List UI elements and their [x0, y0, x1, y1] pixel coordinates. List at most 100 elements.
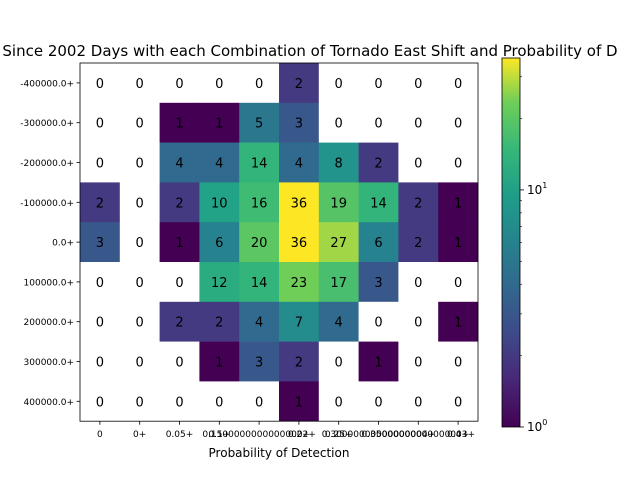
heatmap-cell [239, 341, 280, 382]
x-tick-label: 0 [97, 430, 103, 440]
heatmap-cell [159, 63, 200, 104]
colorbar-gradient [501, 57, 521, 428]
cell-value-label: 2 [414, 196, 422, 211]
y-tick-label: -400000.0+ [20, 79, 74, 89]
y-tick-label: -200000.0+ [20, 159, 74, 169]
heatmap-cell [239, 262, 280, 303]
heatmap-cell [398, 301, 439, 342]
x-tick-label: 0+ [133, 430, 146, 440]
heatmap-cell [358, 142, 399, 183]
cell-value-label: 0 [175, 356, 183, 371]
cell-value-label: 0 [454, 356, 462, 371]
heatmap-cell [80, 262, 121, 303]
heatmap-cell [398, 102, 439, 143]
heatmap-cell [199, 102, 240, 143]
cell-value-label: 0 [96, 77, 104, 92]
cell-value-label: 6 [374, 236, 382, 251]
cell-value-label: 0 [136, 77, 144, 92]
heatmap-cell [318, 182, 359, 223]
heatmap-cell [279, 381, 320, 422]
heatmap-cell [398, 142, 439, 183]
heatmap-cell [279, 301, 320, 342]
cell-value-label: 1 [454, 196, 462, 211]
heatmap-cell [80, 182, 121, 223]
y-tick-label: -300000.0+ [20, 119, 74, 129]
heatmap-cell [119, 182, 160, 223]
heatmap-cell [438, 301, 479, 342]
cell-value-label: 0 [374, 395, 382, 410]
heatmap-cell [438, 381, 479, 422]
cell-value-label: 2 [414, 236, 422, 251]
cell-value-label: 0 [255, 395, 263, 410]
cell-value-label: 2 [175, 316, 183, 331]
cell-value-label: 10 [211, 196, 228, 211]
heatmap-cell [80, 222, 121, 263]
cell-value-label: 27 [330, 236, 347, 251]
y-tick-label: 200000.0+ [24, 318, 74, 328]
heatmap-cell [119, 222, 160, 263]
cell-value-label: 2 [295, 356, 303, 371]
heatmap-cell [318, 262, 359, 303]
cell-value-label: 1 [175, 117, 183, 132]
heatmap-cell [239, 381, 280, 422]
heatmap-cell [438, 63, 479, 104]
cell-value-label: 2 [374, 157, 382, 172]
heatmap-cell [80, 341, 121, 382]
y-tick-label: -100000.0+ [20, 199, 74, 209]
cell-value-label: 0 [335, 117, 343, 132]
cell-value-label: 0 [96, 395, 104, 410]
cell-value-label: 0 [96, 157, 104, 172]
cell-value-label: 0 [215, 395, 223, 410]
heatmap-cell [358, 301, 399, 342]
x-tick-label: 0.05+ [166, 430, 194, 440]
cell-value-label: 0 [136, 196, 144, 211]
cell-value-label: 0 [454, 395, 462, 410]
heatmap-cell [438, 222, 479, 263]
cell-value-label: 1 [374, 356, 382, 371]
heatmap-cell [318, 301, 359, 342]
heatmap-cell [199, 142, 240, 183]
heatmap-cell [159, 262, 200, 303]
heatmap-cell [318, 102, 359, 143]
heatmap-cell [438, 102, 479, 143]
heatmap-cell [119, 63, 160, 104]
cell-value-label: 1 [175, 236, 183, 251]
cell-value-label: 0 [335, 395, 343, 410]
heatmap-cell [199, 341, 240, 382]
heatmap-cell [279, 262, 320, 303]
heatmap-cell [199, 222, 240, 263]
heatmap-cell [119, 341, 160, 382]
heatmap-cell [279, 182, 320, 223]
x-tick-label: 0.35000000000000003+ [362, 430, 475, 440]
heatmap-cell [438, 182, 479, 223]
heatmap-cell [239, 301, 280, 342]
cell-value-label: 2 [96, 196, 104, 211]
cell-value-label: 12 [211, 276, 228, 291]
heatmap-cell [279, 63, 320, 104]
heatmap-cell [199, 381, 240, 422]
cell-value-label: 3 [96, 236, 104, 251]
heatmap-cell [318, 381, 359, 422]
heatmap-cell [80, 301, 121, 342]
cell-value-label: 0 [136, 356, 144, 371]
y-tick-label: 400000.0+ [24, 398, 74, 408]
heatmap-cell [318, 341, 359, 382]
heatmap-cell [80, 381, 121, 422]
chart-title: Since 2002 Days with each Combination of… [2, 42, 617, 60]
cell-value-label: 0 [136, 117, 144, 132]
cell-value-label: 4 [335, 316, 343, 331]
x-tick-label: 0.2+ [288, 430, 310, 440]
cell-value-label: 16 [251, 196, 268, 211]
cell-value-label: 4 [175, 157, 183, 172]
cell-value-label: 0 [454, 157, 462, 172]
heatmap-cell [318, 63, 359, 104]
cell-value-label: 0 [175, 77, 183, 92]
cell-value-label: 0 [255, 77, 263, 92]
cell-value-label: 0 [335, 356, 343, 371]
cell-value-label: 3 [295, 117, 303, 132]
heatmap-cell [438, 262, 479, 303]
heatmap-cell [398, 222, 439, 263]
cell-value-label: 14 [370, 196, 387, 211]
cell-value-label: 4 [255, 316, 263, 331]
cell-value-label: 0 [374, 316, 382, 331]
